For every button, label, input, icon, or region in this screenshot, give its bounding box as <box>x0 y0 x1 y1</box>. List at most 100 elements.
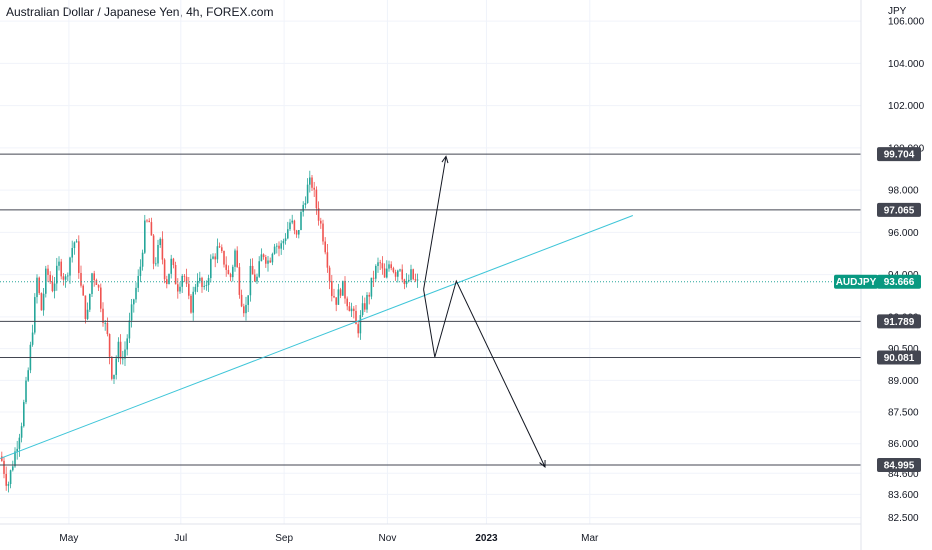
candle-body <box>216 246 219 260</box>
candle-body <box>372 277 375 279</box>
candle-body <box>14 451 16 467</box>
candle-body <box>75 241 78 243</box>
candle-body <box>333 296 335 298</box>
candle-body <box>97 285 100 288</box>
candle-body <box>298 229 300 235</box>
candle-body <box>295 230 298 235</box>
price-tick-label: 84.600 <box>888 469 919 480</box>
candle-body <box>91 273 93 294</box>
candle-body <box>322 223 324 242</box>
candle-body <box>106 322 109 335</box>
candle-body <box>364 303 366 310</box>
candle-body <box>361 303 364 316</box>
candle-body <box>133 299 135 305</box>
candle-body <box>166 279 168 285</box>
candle-body <box>331 281 333 297</box>
time-tick-label: Sep <box>275 533 293 544</box>
candle-body <box>27 370 29 381</box>
candle-body <box>205 285 208 286</box>
candle-body <box>203 285 205 287</box>
price-tick-label: 106.000 <box>888 17 925 28</box>
candle-body <box>177 284 179 292</box>
candle-body <box>243 306 245 314</box>
level-price-badge <box>877 457 921 472</box>
candle-body <box>357 324 359 334</box>
candle-body <box>42 293 45 311</box>
candle-body <box>229 274 232 278</box>
candle-body <box>71 248 73 258</box>
candle-body <box>64 276 67 280</box>
candle-body <box>300 211 302 230</box>
candle-body <box>234 250 236 267</box>
candle-body <box>183 275 186 277</box>
level-price-label: 91.789 <box>884 317 915 328</box>
candle-body <box>254 274 256 282</box>
candle-body <box>95 280 98 286</box>
candle-body <box>199 277 201 282</box>
candle-body <box>269 260 271 263</box>
candle-body <box>185 276 188 284</box>
candle-body <box>80 272 82 286</box>
candle-body <box>214 256 216 260</box>
candle-body <box>289 222 291 230</box>
candle-body <box>128 320 131 339</box>
candle-body <box>174 265 177 285</box>
candle-body <box>144 220 146 253</box>
candle-layer <box>1 170 419 493</box>
candle-body <box>56 265 58 284</box>
level-price-label: 90.081 <box>884 353 915 364</box>
candle-body <box>282 240 285 244</box>
candle-body <box>328 267 331 282</box>
candle-body <box>251 265 254 275</box>
candle-body <box>104 322 106 324</box>
candle-body <box>368 294 370 297</box>
candle-body <box>25 380 27 403</box>
arrow-path[interactable] <box>423 156 447 290</box>
trend-line[interactable] <box>0 215 634 459</box>
candle-body <box>146 220 148 222</box>
candle-body <box>326 252 329 268</box>
price-tick-label: 96.000 <box>888 228 919 239</box>
last-price-label: 93.666 <box>884 277 915 288</box>
candle-body <box>306 184 309 204</box>
candle-body <box>31 332 34 345</box>
candle-body <box>34 297 36 333</box>
candle-body <box>1 456 3 461</box>
candle-body <box>201 277 203 287</box>
candle-body <box>320 220 322 224</box>
price-tick-label: 98.000 <box>888 186 919 197</box>
price-tick-label: 82.500 <box>888 513 919 524</box>
candle-body <box>5 473 7 486</box>
arrow-path[interactable] <box>423 279 546 468</box>
candle-body <box>276 245 278 247</box>
candle-body <box>212 256 214 259</box>
price-axis[interactable]: JPY106.000104.000102.000100.00098.00096.… <box>834 0 925 550</box>
candle-body <box>258 261 260 277</box>
drawing-layer <box>0 153 861 468</box>
candle-body <box>247 295 249 305</box>
candle-body <box>172 258 175 266</box>
candle-body <box>377 262 379 267</box>
candle-body <box>9 470 12 485</box>
candle-body <box>221 247 223 251</box>
candle-body <box>260 254 263 262</box>
level-price-badge <box>877 147 921 162</box>
candle-body <box>223 250 225 265</box>
price-tick-label: 89.000 <box>888 376 919 387</box>
candle-body <box>412 269 414 280</box>
candle-body <box>192 291 194 313</box>
time-axis[interactable]: May Jul Sep Nov 2023 Mar <box>0 523 861 544</box>
candle-body <box>390 264 392 269</box>
candle-body <box>102 308 104 323</box>
candle-body <box>93 273 95 281</box>
last-price-badge <box>877 274 921 289</box>
candle-body <box>69 257 71 276</box>
candle-body <box>416 279 419 281</box>
candle-body <box>100 287 102 309</box>
candle-body <box>249 265 252 296</box>
candle-body <box>40 293 43 311</box>
candle-body <box>353 308 355 311</box>
candle-body <box>379 262 381 264</box>
